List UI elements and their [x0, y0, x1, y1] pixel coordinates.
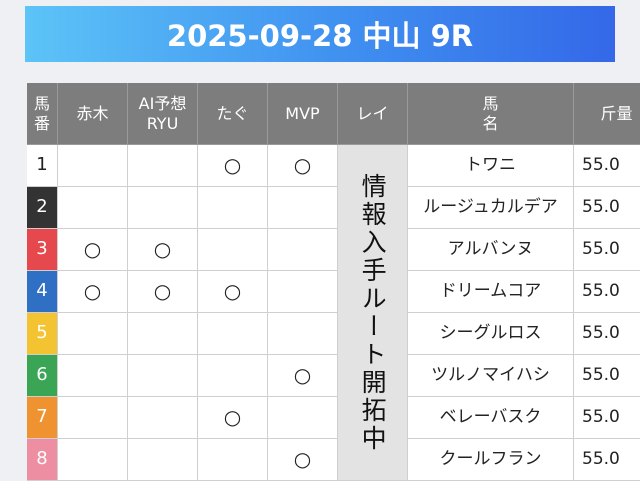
prediction-mark: ○	[268, 145, 338, 187]
prediction-mark	[128, 313, 198, 355]
weight: 55.0	[574, 145, 640, 187]
prediction-mark	[128, 187, 198, 229]
horse-name: ツルノマイハシ	[408, 355, 574, 397]
prediction-mark	[58, 397, 128, 439]
prediction-mark	[58, 439, 128, 481]
race-title: 2025-09-28 中山 9R	[25, 6, 615, 62]
prediction-mark	[128, 397, 198, 439]
prediction-mark	[198, 439, 268, 481]
prediction-mark: ○	[198, 397, 268, 439]
prediction-mark	[58, 145, 128, 187]
prediction-mark: ○	[58, 271, 128, 313]
prediction-mark: ○	[58, 229, 128, 271]
column-header: レイ	[338, 83, 408, 145]
column-header: MVP	[268, 83, 338, 145]
horse-name: トワニ	[408, 145, 574, 187]
horse-number: 6	[27, 355, 58, 397]
weight: 55.0	[574, 271, 640, 313]
column-header: 斤量	[574, 83, 640, 145]
prediction-mark	[198, 229, 268, 271]
rei-note: 情報入手ルート開拓中	[338, 145, 408, 481]
prediction-mark	[58, 187, 128, 229]
column-header: たぐ	[198, 83, 268, 145]
horse-number: 3	[27, 229, 58, 271]
prediction-mark	[58, 313, 128, 355]
horse-number: 2	[27, 187, 58, 229]
weight: 55.0	[574, 397, 640, 439]
prediction-mark	[198, 355, 268, 397]
horse-number: 5	[27, 313, 58, 355]
weight: 55.0	[574, 313, 640, 355]
prediction-mark	[128, 439, 198, 481]
weight: 55.0	[574, 439, 640, 481]
column-header: 赤木	[58, 83, 128, 145]
horse-name: ドリームコア	[408, 271, 574, 313]
prediction-mark	[268, 229, 338, 271]
weight: 55.0	[574, 355, 640, 397]
horse-number: 7	[27, 397, 58, 439]
prediction-mark	[268, 187, 338, 229]
prediction-mark: ○	[268, 355, 338, 397]
prediction-mark	[198, 187, 268, 229]
prediction-mark	[268, 271, 338, 313]
prediction-mark	[128, 145, 198, 187]
horse-number: 4	[27, 271, 58, 313]
weight: 55.0	[574, 187, 640, 229]
column-header: AI予想 RYU	[128, 83, 198, 145]
prediction-mark: ○	[198, 271, 268, 313]
prediction-mark	[268, 313, 338, 355]
horse-number: 8	[27, 439, 58, 481]
prediction-mark: ○	[268, 439, 338, 481]
horse-name: アルバンヌ	[408, 229, 574, 271]
column-header: 馬 名	[408, 83, 574, 145]
horse-name: ルージュカルデア	[408, 187, 574, 229]
prediction-mark: ○	[198, 145, 268, 187]
horse-name: ベレーバスク	[408, 397, 574, 439]
prediction-mark	[58, 355, 128, 397]
prediction-mark	[198, 313, 268, 355]
horse-name: シーグルロス	[408, 313, 574, 355]
prediction-mark	[268, 397, 338, 439]
horse-name: クールフラン	[408, 439, 574, 481]
prediction-mark: ○	[128, 229, 198, 271]
prediction-mark: ○	[128, 271, 198, 313]
weight: 55.0	[574, 229, 640, 271]
prediction-mark	[128, 355, 198, 397]
column-header: 馬 番	[27, 83, 58, 145]
horse-number: 1	[27, 145, 58, 187]
